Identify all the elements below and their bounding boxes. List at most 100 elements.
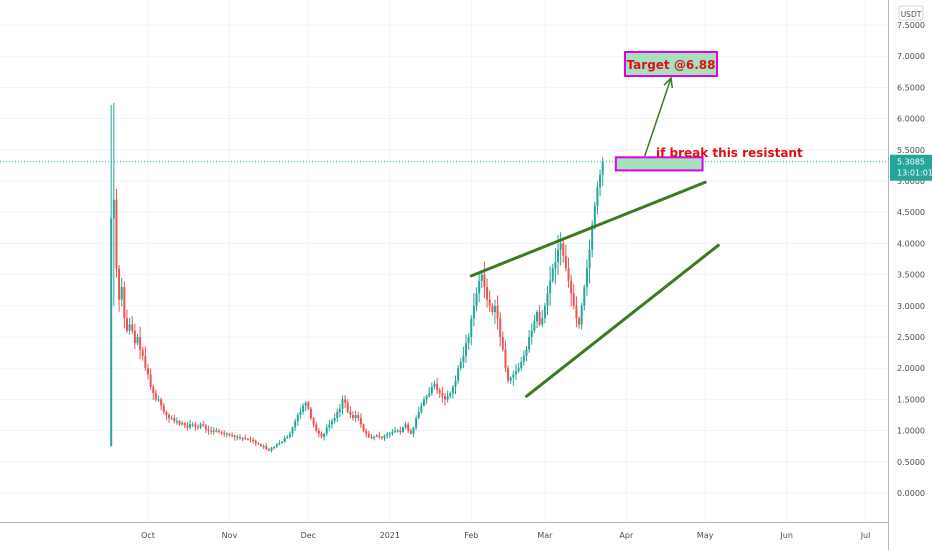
candle-body[interactable] — [383, 435, 386, 439]
candle-body[interactable] — [186, 425, 189, 428]
candle-body[interactable] — [415, 418, 418, 428]
candle-body[interactable] — [559, 243, 562, 250]
candle-body[interactable] — [601, 162, 604, 175]
candle-body[interactable] — [157, 399, 160, 401]
candle-body[interactable] — [575, 305, 578, 319]
candle-body[interactable] — [191, 424, 194, 426]
resistance-box[interactable] — [614, 156, 704, 172]
candle-body[interactable] — [580, 305, 583, 325]
candle-body[interactable] — [144, 355, 147, 369]
candle-body[interactable] — [404, 424, 407, 428]
candle-body[interactable] — [496, 305, 499, 319]
candle-body[interactable] — [291, 427, 294, 434]
candle-body[interactable] — [522, 355, 525, 362]
price-axis[interactable]: USDT 7.5000 7.0000 6.5000 6.0000 5.5000 5.0000… — [888, 0, 926, 550]
candle-body[interactable] — [260, 444, 263, 447]
candle-body[interactable] — [152, 386, 155, 394]
candle-body[interactable] — [147, 368, 149, 375]
candle-body[interactable] — [478, 280, 481, 294]
candle-body[interactable] — [125, 318, 128, 331]
candle-body[interactable] — [267, 449, 270, 451]
candle-body[interactable] — [572, 293, 575, 306]
candle-body[interactable] — [309, 408, 312, 419]
candle-body[interactable] — [472, 305, 475, 319]
candle-body[interactable] — [512, 374, 515, 378]
candle-body[interactable] — [349, 411, 352, 415]
candle-body[interactable] — [139, 337, 142, 350]
candle-body[interactable] — [354, 415, 357, 419]
candle-body[interactable] — [325, 427, 328, 434]
candle-body[interactable] — [583, 287, 586, 306]
upper-trendline[interactable] — [469, 180, 707, 278]
candle-body[interactable] — [123, 287, 126, 319]
candle-body[interactable] — [475, 293, 478, 306]
candle-body[interactable] — [538, 312, 541, 325]
candle-body[interactable] — [228, 433, 231, 435]
candle-body[interactable] — [507, 368, 510, 381]
candle-body[interactable] — [175, 421, 178, 423]
candle-body[interactable] — [578, 318, 581, 325]
candle-body[interactable] — [554, 262, 557, 269]
candle-body[interactable] — [275, 444, 278, 447]
candle-body[interactable] — [183, 423, 186, 426]
candle-body[interactable] — [194, 424, 197, 427]
candle-body[interactable] — [202, 424, 205, 426]
candle-body[interactable] — [302, 405, 305, 412]
candle-body[interactable] — [136, 337, 139, 344]
candle-body[interactable] — [486, 287, 489, 300]
candle-body[interactable] — [249, 439, 252, 441]
candle-body[interactable] — [520, 361, 523, 369]
candle-body[interactable] — [307, 402, 310, 409]
candle-body[interactable] — [165, 411, 168, 415]
candle-body[interactable] — [388, 433, 391, 435]
candle-body[interactable] — [115, 199, 118, 269]
candle-body[interactable] — [212, 430, 215, 432]
candle-body[interactable] — [514, 371, 517, 375]
candle-body[interactable] — [564, 255, 567, 269]
candle-body[interactable] — [541, 318, 544, 325]
candle-body[interactable] — [246, 438, 249, 440]
candle-body[interactable] — [141, 349, 144, 356]
candle-body[interactable] — [160, 399, 163, 406]
candle-body[interactable] — [357, 415, 360, 419]
candle-body[interactable] — [517, 368, 520, 372]
candle-body[interactable] — [217, 430, 220, 432]
candle-body[interactable] — [359, 418, 362, 425]
candle-body[interactable] — [391, 431, 394, 434]
candle-body[interactable] — [346, 402, 349, 412]
candle-body[interactable] — [210, 430, 213, 432]
candle-body[interactable] — [199, 424, 202, 428]
candle-body[interactable] — [509, 377, 512, 381]
candle-body[interactable] — [244, 438, 247, 440]
candle-body[interactable] — [396, 430, 399, 432]
candle-body[interactable] — [233, 435, 236, 437]
candle-body[interactable] — [525, 349, 528, 356]
candle-body[interactable] — [401, 427, 404, 432]
lower-trendline[interactable] — [524, 243, 720, 398]
candle-body[interactable] — [570, 280, 573, 294]
candle-body[interactable] — [254, 440, 257, 444]
candle-body[interactable] — [118, 268, 121, 300]
candle-body[interactable] — [493, 305, 496, 313]
candle-body[interactable] — [433, 383, 436, 387]
candle-body[interactable] — [257, 443, 260, 445]
candle-body[interactable] — [457, 368, 460, 381]
candle-body[interactable] — [380, 436, 383, 439]
candle-body[interactable] — [288, 433, 291, 437]
candle-body[interactable] — [412, 427, 415, 434]
candle-body[interactable] — [546, 293, 549, 306]
candle-body[interactable] — [265, 446, 268, 450]
candle-body[interactable] — [501, 337, 504, 350]
candle-body[interactable] — [596, 187, 599, 206]
candle-body[interactable] — [133, 330, 136, 344]
candle-body[interactable] — [168, 415, 171, 419]
candle-body[interactable] — [567, 268, 570, 281]
candle-body[interactable] — [236, 436, 239, 438]
candle-body[interactable] — [238, 436, 241, 439]
candle-body[interactable] — [462, 355, 465, 362]
candle-body[interactable] — [336, 411, 339, 419]
candle-body[interactable] — [178, 421, 181, 425]
candle-body[interactable] — [593, 205, 596, 225]
candle-body[interactable] — [528, 337, 531, 350]
